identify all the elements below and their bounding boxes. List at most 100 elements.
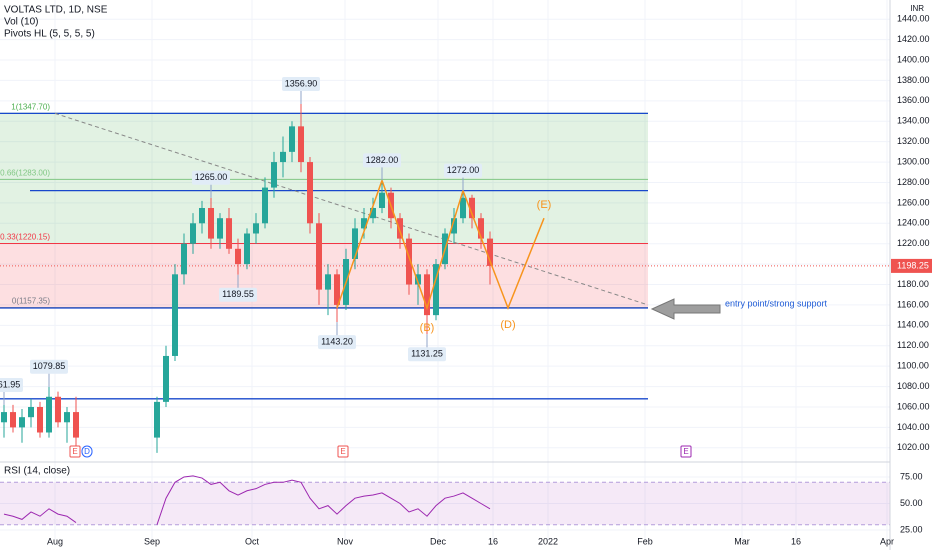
pivot-label: 1079.85 bbox=[33, 361, 66, 371]
arrow bbox=[650, 298, 721, 320]
candle-body bbox=[73, 412, 79, 438]
pivot-box bbox=[282, 77, 320, 92]
symbol-title: VOLTAS LTD, 1D, NSE bbox=[4, 5, 108, 16]
candle-body bbox=[415, 274, 421, 285]
candle-body bbox=[370, 207, 376, 219]
y-tick-label: 1440.00 bbox=[897, 14, 930, 24]
x-tick-label: Apr bbox=[880, 536, 894, 546]
candle-body bbox=[325, 274, 331, 290]
y-tick-label: 1280.00 bbox=[897, 177, 930, 187]
x-tick-label: Aug bbox=[47, 536, 63, 546]
indicator-label: Vol (10) bbox=[4, 17, 38, 28]
candle-body bbox=[397, 218, 403, 239]
x-tick-label: Feb bbox=[637, 536, 653, 546]
event-label: E bbox=[683, 447, 688, 456]
y-tick-label: 1400.00 bbox=[897, 54, 930, 64]
currency: INR bbox=[910, 4, 924, 13]
y-tick-label: 1320.00 bbox=[897, 136, 930, 146]
candle-body bbox=[316, 223, 322, 290]
fib-label: 1(1347.70) bbox=[11, 103, 50, 112]
candle-body bbox=[424, 274, 430, 316]
y-tick-label: 1240.00 bbox=[897, 218, 930, 228]
y-tick-label: 1060.00 bbox=[897, 401, 930, 411]
main-pane: 1(1347.70) 0.66(1283.00) 0.33(1220.15) 0(11… bbox=[0, 77, 890, 526]
fib-label: 0(1157.35) bbox=[12, 297, 50, 306]
candle-body bbox=[478, 218, 484, 239]
pivot-box bbox=[219, 287, 257, 302]
event-badge bbox=[680, 445, 692, 458]
pivot-box bbox=[0, 377, 23, 392]
annotation: entry point/strong support bbox=[725, 298, 828, 308]
pivot-label: 1282.00 bbox=[366, 155, 399, 165]
last-price-tag bbox=[891, 258, 932, 273]
candle-body bbox=[64, 412, 70, 423]
candle-body bbox=[226, 218, 232, 249]
candle-body bbox=[253, 223, 259, 234]
y-tick-label: 1100.00 bbox=[897, 361, 929, 371]
pivot-box bbox=[30, 359, 68, 374]
pivot-label: 1061.95 bbox=[0, 379, 20, 389]
candle-body bbox=[469, 197, 475, 219]
last-price-label: 1198.25 bbox=[897, 260, 929, 270]
fib-label: 0.66(1283.00) bbox=[0, 169, 50, 178]
candle-body bbox=[154, 401, 160, 438]
x-tick-label: Dec bbox=[430, 536, 447, 546]
wave-label: (E) bbox=[537, 199, 552, 211]
candle-body bbox=[451, 218, 457, 234]
candle-body bbox=[19, 417, 25, 428]
candle-body bbox=[235, 248, 241, 265]
candle-body bbox=[280, 151, 286, 163]
candle-body bbox=[361, 218, 367, 229]
candle-body bbox=[487, 238, 493, 266]
rsi-tick-label: 75.00 bbox=[900, 471, 923, 481]
candle-body bbox=[55, 396, 61, 423]
x-tick-label: Mar bbox=[734, 536, 750, 546]
pivot-box bbox=[318, 335, 356, 350]
indicator-label: Pivots HL (5, 5, 5, 5) bbox=[4, 29, 95, 40]
rsi-tick-label: 25.00 bbox=[900, 524, 923, 534]
candle-body bbox=[190, 223, 196, 244]
wave-label: (D) bbox=[500, 319, 515, 331]
y-tick-label: 1260.00 bbox=[897, 197, 930, 207]
x-tick-label: Oct bbox=[245, 536, 260, 546]
candle-body bbox=[271, 162, 277, 188]
rsi-line bbox=[3, 508, 77, 523]
y-tick-label: 1300.00 bbox=[897, 156, 930, 166]
candle-body bbox=[262, 187, 268, 224]
pivot-label: 1272.00 bbox=[447, 165, 480, 175]
pivot-box bbox=[408, 347, 446, 362]
candle-body bbox=[46, 396, 52, 433]
pivot-label: 1356.90 bbox=[285, 78, 318, 88]
fib-zone-upper bbox=[0, 113, 648, 244]
fib-label: 0.33(1220.15) bbox=[0, 233, 50, 242]
y-tick-label: 1180.00 bbox=[897, 279, 929, 289]
pivot-label: 1189.55 bbox=[222, 289, 254, 299]
y-tick-label: 1220.00 bbox=[897, 238, 930, 248]
candle-body bbox=[460, 197, 466, 219]
event-label: E bbox=[72, 447, 77, 456]
event-label: D bbox=[84, 447, 90, 456]
candle-body bbox=[307, 162, 313, 224]
x-tick-label: 2022 bbox=[538, 536, 558, 546]
y-tick-label: 1160.00 bbox=[897, 299, 929, 309]
candle-body bbox=[406, 238, 412, 285]
candle-body bbox=[352, 228, 358, 260]
y-tick-label: 1140.00 bbox=[897, 320, 929, 330]
pivot-label: 1131.25 bbox=[411, 349, 443, 359]
candle-body bbox=[298, 126, 304, 163]
candle-body bbox=[28, 406, 34, 418]
event-label: E bbox=[340, 447, 345, 456]
event-badge bbox=[69, 445, 81, 458]
wave-line bbox=[336, 178, 545, 311]
candle-body bbox=[199, 207, 205, 224]
rsi-title: RSI (14, close) bbox=[4, 466, 70, 477]
x-tick-label: 16 bbox=[791, 536, 801, 546]
y-tick-label: 1340.00 bbox=[897, 116, 930, 126]
fib-zone-lower bbox=[0, 243, 648, 308]
y-tick-label: 1080.00 bbox=[897, 381, 930, 391]
candle-body bbox=[289, 126, 295, 152]
trendline bbox=[54, 112, 649, 306]
pivot-box bbox=[192, 170, 230, 185]
